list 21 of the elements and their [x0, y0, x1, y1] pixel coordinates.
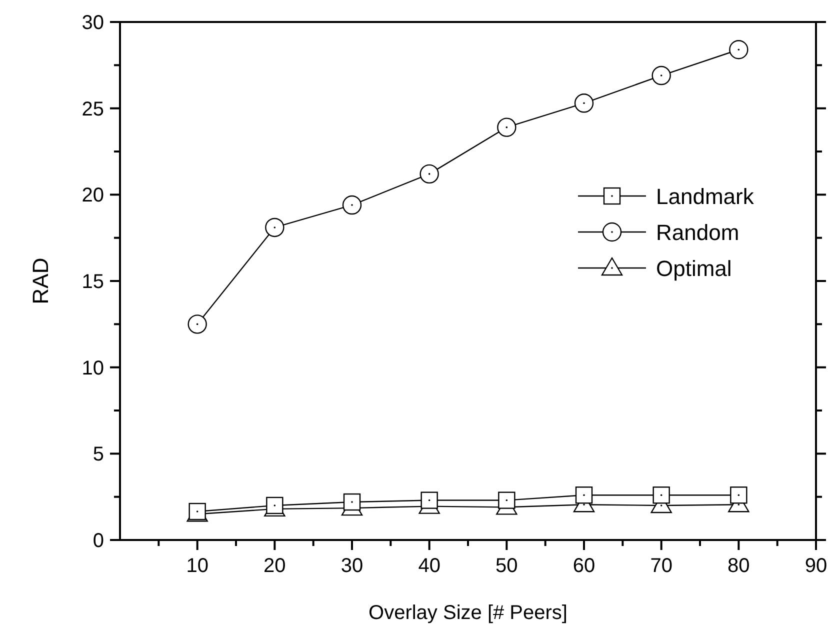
y-tick-label: 25 — [82, 98, 104, 120]
y-axis-title: RAD — [28, 258, 53, 304]
x-tick-label: 60 — [572, 555, 596, 577]
y-tick-label: 15 — [82, 271, 104, 293]
legend-label: Optimal — [656, 256, 732, 281]
y-tick-label: 20 — [82, 184, 104, 207]
y-tick-label: 0 — [92, 530, 104, 552]
x-tick-label: 10 — [186, 555, 208, 577]
x-axis-title: Overlay Size [# Peers] — [368, 602, 568, 624]
y-tick-label: 5 — [92, 444, 104, 466]
x-tick-label: 90 — [804, 555, 828, 577]
x-tick-label: 80 — [728, 555, 750, 577]
x-tick-label: 50 — [496, 555, 518, 577]
legend-label: Random — [656, 220, 740, 245]
x-tick-label: 20 — [264, 555, 286, 577]
y-tick-label: 10 — [82, 357, 104, 380]
y-tick-label: 30 — [82, 12, 104, 34]
x-tick-label: 30 — [340, 555, 364, 577]
x-tick-label: 70 — [650, 555, 672, 577]
x-tick-label: 40 — [418, 555, 440, 577]
legend-label: Landmark — [656, 184, 755, 209]
